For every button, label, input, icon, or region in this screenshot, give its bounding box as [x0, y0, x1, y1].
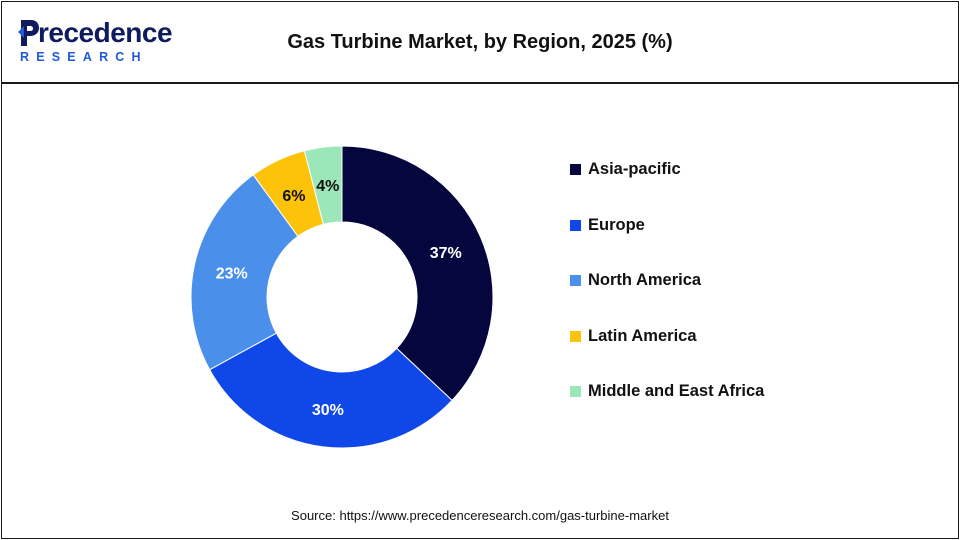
slice-europe	[208, 332, 453, 449]
logo-subtitle: RESEARCH	[20, 50, 148, 64]
legend-swatch	[570, 386, 581, 397]
chart-title: Gas Turbine Market, by Region, 2025 (%)	[287, 31, 673, 53]
brand-logo: recedence RESEARCH	[18, 16, 173, 68]
legend-swatch	[570, 164, 581, 175]
slice-label-latin-america: 6%	[282, 188, 305, 205]
logo-text: recedence	[38, 17, 173, 48]
slice-label-middle-and-east-africa: 4%	[316, 178, 339, 195]
legend-swatch	[570, 219, 581, 231]
legend-label: Asia-pacific	[588, 160, 681, 178]
legend-label: North America	[588, 271, 702, 289]
slice-label-asia-pacific: 37%	[430, 245, 462, 262]
slice-middle-and-east-africa	[303, 145, 343, 225]
legend-label: Europe	[588, 215, 645, 234]
slice-label-europe: 30%	[312, 402, 344, 419]
legend-swatch	[570, 330, 581, 342]
header: recedence RESEARCH Gas Turbine Market, b…	[2, 2, 958, 84]
legend-swatch	[570, 275, 581, 286]
legend-label: Latin America	[588, 326, 697, 345]
slice-north-america	[190, 174, 299, 371]
slice-label-north-america: 23%	[216, 265, 248, 282]
logo-p-icon	[18, 20, 39, 46]
legend-label: Middle and East Africa	[588, 382, 765, 400]
source-note: Source: https://www.precedenceresearch.c…	[291, 508, 669, 523]
slice-asia-pacific	[341, 145, 494, 402]
